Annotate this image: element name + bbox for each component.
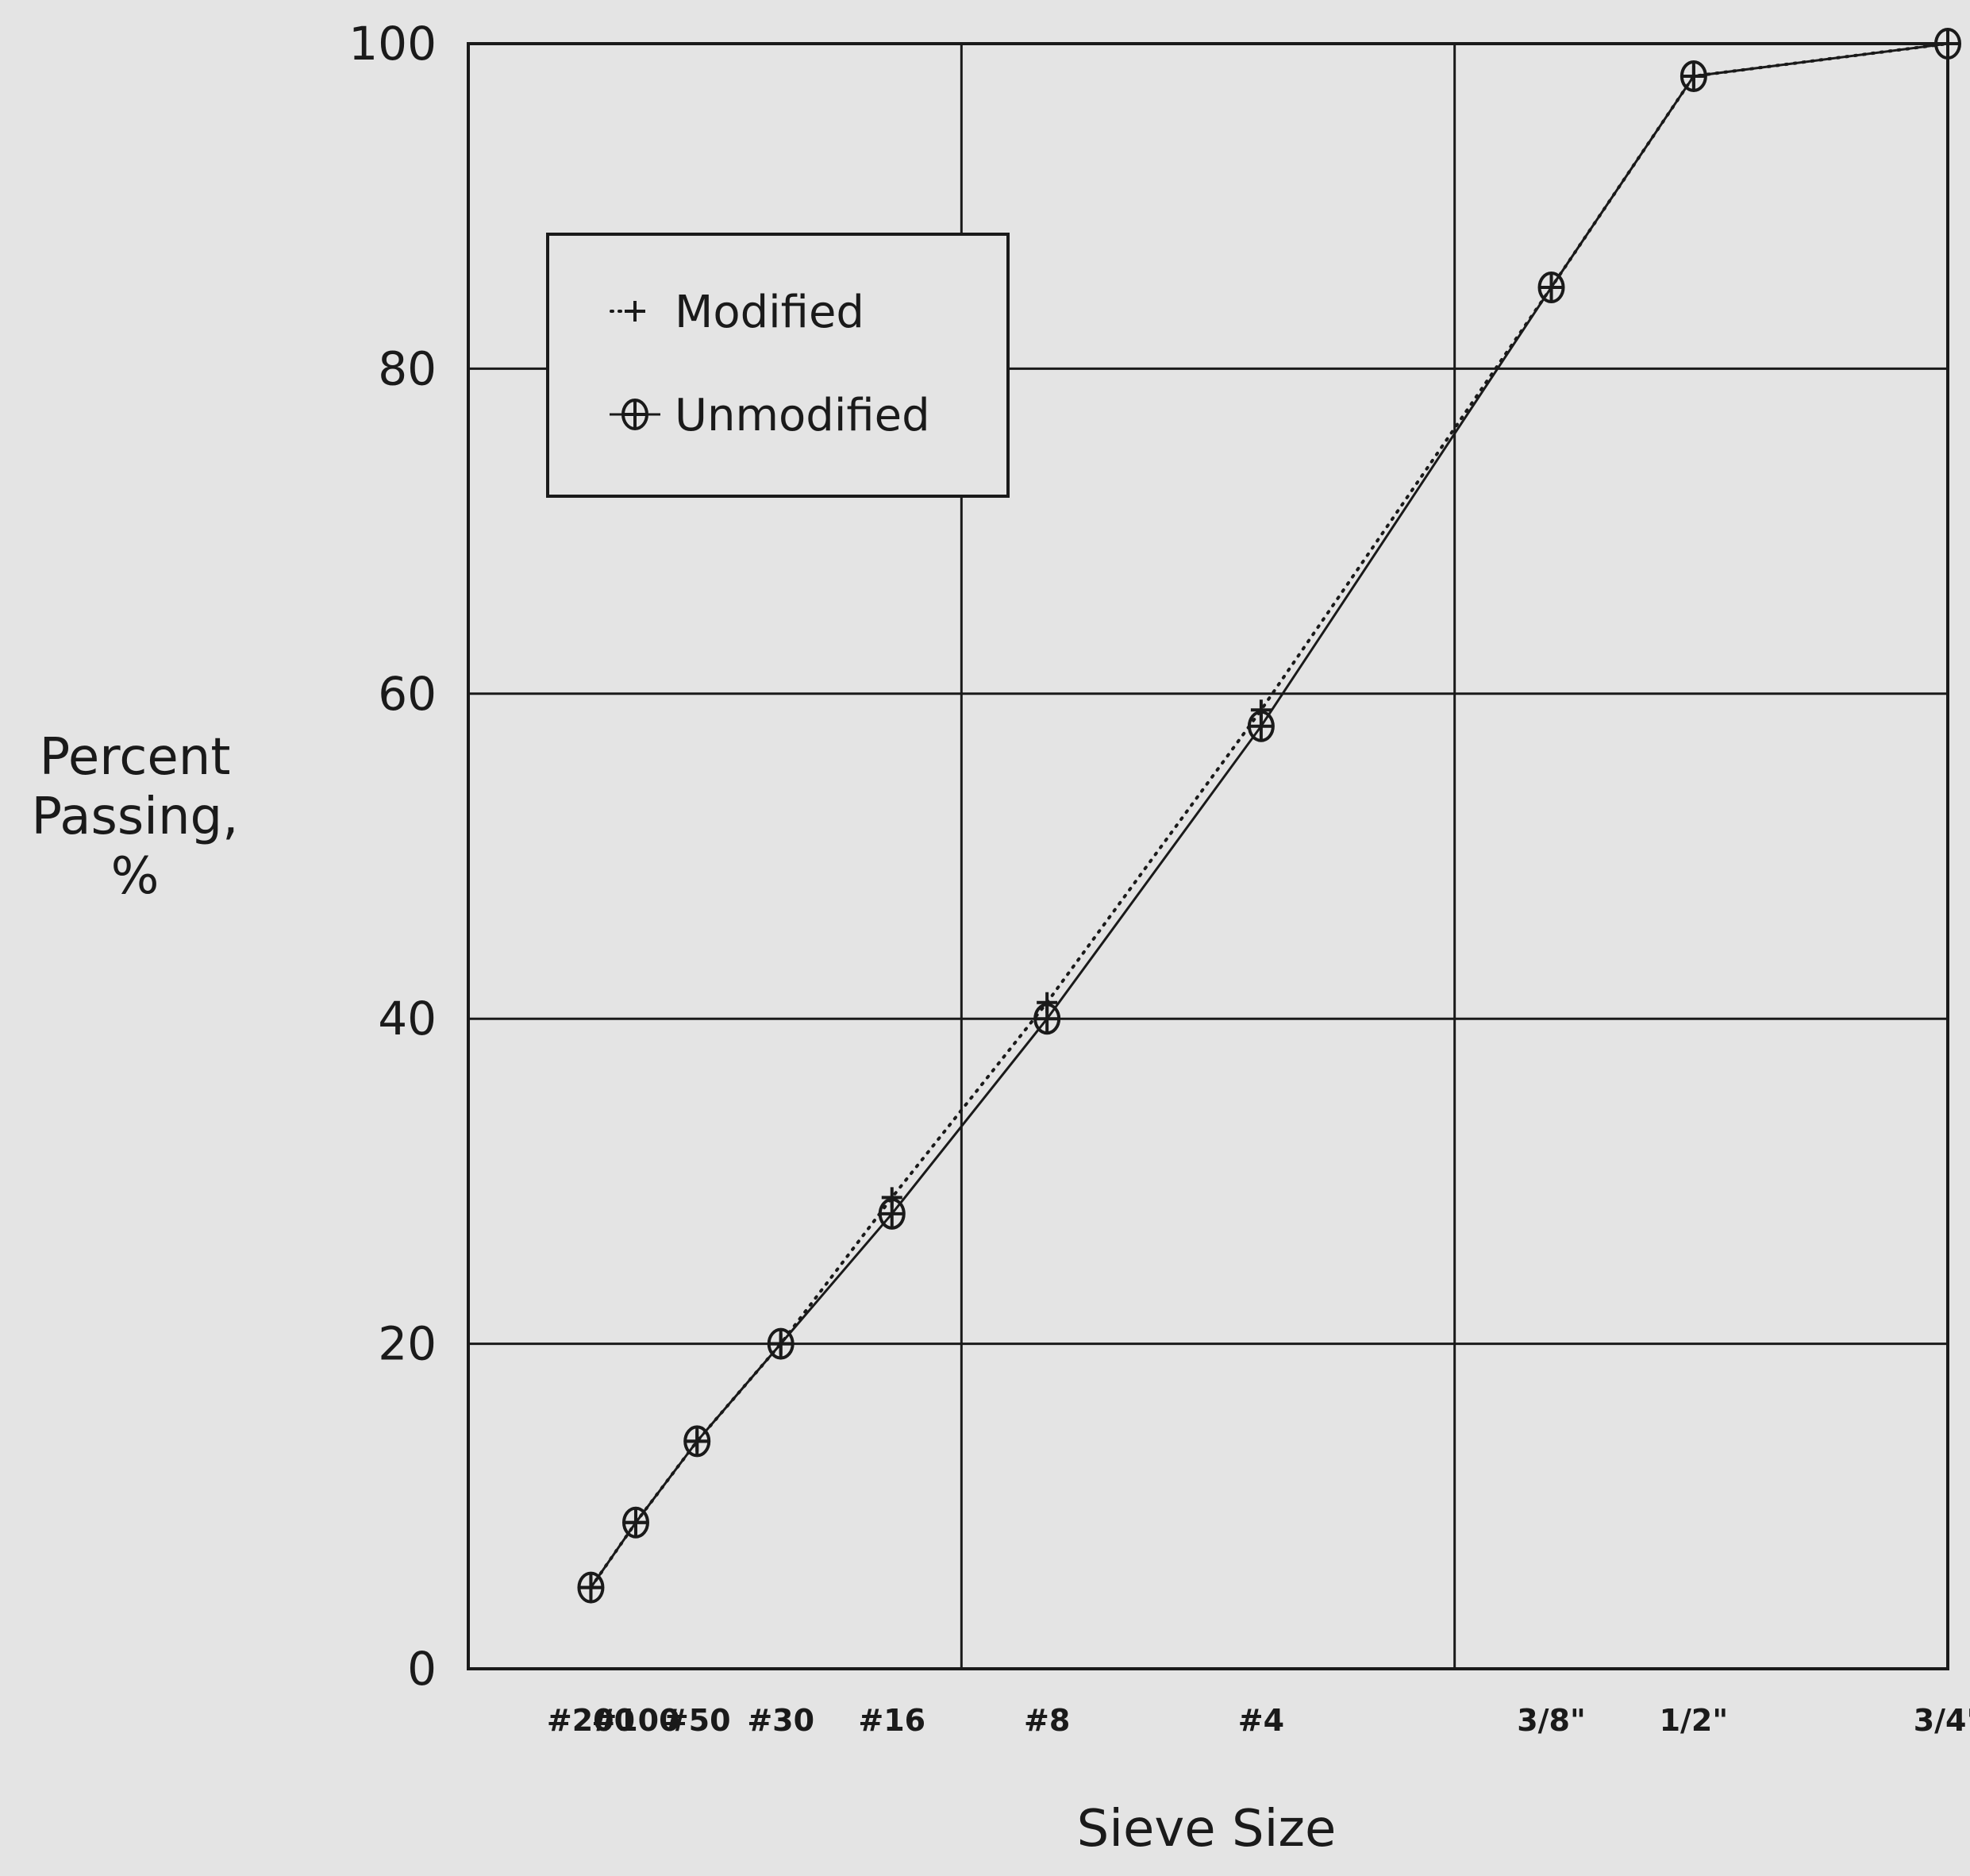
x-tick-label: 1/2" — [1660, 1703, 1729, 1738]
y-axis-title-line-2: Passing, — [32, 788, 239, 846]
legend-label-unmodified: Unmodified — [675, 390, 930, 441]
y-tick-label: 0 — [407, 1642, 437, 1696]
x-tick-labels: #200#100#50 #30 #16 #8 #4 3/8" 1/2" 3/4" — [547, 1703, 1970, 1738]
series-line-unmodified — [590, 42, 1949, 1589]
data-series — [577, 28, 1961, 1604]
data-point-unmodified — [1680, 60, 1707, 92]
legend-label-modified: Modified — [675, 287, 864, 338]
x-tick-label: #30 — [747, 1703, 814, 1738]
data-point-unmodified — [878, 1197, 906, 1230]
legend-marker-unmodified — [610, 399, 660, 430]
legend-symbol-plus — [625, 301, 645, 322]
y-tick-label: 100 — [348, 17, 437, 71]
data-point-unmodified — [1537, 272, 1565, 304]
x-tick-label: #4 — [1238, 1703, 1284, 1738]
data-point-unmodified — [683, 1425, 711, 1458]
x-tick-label: #8 — [1024, 1703, 1070, 1738]
y-tick-label: 60 — [378, 667, 437, 721]
x-axis-title: Sieve Size — [1077, 1800, 1337, 1859]
data-point-unmodified — [621, 1506, 649, 1539]
data-point-unmodified — [577, 1571, 605, 1604]
x-tick-label: #200 — [547, 1703, 635, 1738]
legend-marker-modified — [610, 301, 645, 322]
data-point-unmodified — [1247, 710, 1275, 742]
y-tick-label: 20 — [378, 1317, 437, 1371]
y-tick-label: 80 — [378, 341, 437, 395]
data-point-unmodified — [1033, 1003, 1061, 1035]
x-tick-label: 3/8" — [1517, 1703, 1586, 1738]
x-tick-label: #100 — [591, 1703, 679, 1738]
plot-frame — [467, 42, 1949, 1670]
x-tick-label: 3/4" — [1914, 1703, 1970, 1738]
legend: Modified Unmodified — [546, 233, 1010, 498]
legend-symbol-circle-plus — [621, 399, 648, 430]
legend-box — [546, 233, 1010, 498]
y-axis-title-line-1: Percent — [40, 728, 231, 787]
y-tick-label: 40 — [378, 992, 437, 1046]
data-point-unmodified — [767, 1327, 795, 1360]
data-point-unmodified — [1934, 28, 1961, 60]
x-tick-label: #16 — [858, 1703, 925, 1738]
x-tick-label: #50 — [664, 1703, 731, 1738]
y-axis-title-line-3: % — [111, 847, 160, 906]
y-tick-labels: 0 20 40 60 80 100 — [348, 17, 437, 1696]
